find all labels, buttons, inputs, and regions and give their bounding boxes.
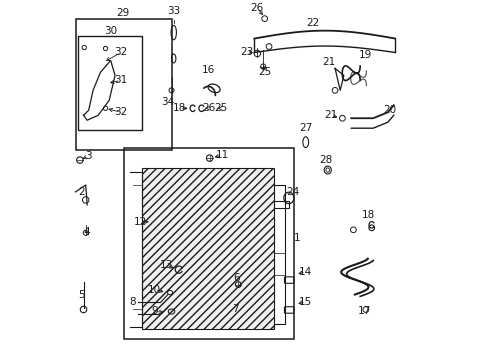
Text: 3: 3 [85,151,92,161]
Text: 34: 34 [161,97,174,107]
Text: 20: 20 [382,105,395,115]
Text: 10: 10 [148,284,161,294]
Text: 25: 25 [214,103,227,113]
Text: 6: 6 [233,273,240,283]
Text: 27: 27 [299,123,312,133]
Text: 17: 17 [357,306,370,316]
Text: 15: 15 [299,297,312,306]
Text: 25: 25 [258,67,271,77]
Text: 22: 22 [306,18,319,28]
Text: 2: 2 [78,187,84,197]
Text: 16: 16 [202,66,215,76]
Bar [78,36,142,130]
Text: 18: 18 [173,103,186,113]
Text: 12: 12 [134,217,147,227]
Text: 26: 26 [250,3,264,13]
Text: 4: 4 [84,227,90,237]
Text: 5: 5 [78,289,84,300]
Text: 32: 32 [114,107,127,117]
Text: 28: 28 [319,155,332,165]
Text: 1: 1 [293,233,300,243]
Text: 21: 21 [322,58,335,67]
Text: 29: 29 [116,8,129,18]
Text: 30: 30 [104,26,117,36]
Text: 7: 7 [231,305,238,315]
Text: 21: 21 [324,110,337,120]
Text: 19: 19 [359,50,372,60]
Bar [76,19,171,150]
Text: 8: 8 [129,297,136,306]
Bar [142,168,274,329]
Text: 32: 32 [114,48,127,58]
Text: 23: 23 [240,48,253,58]
Bar [274,202,288,208]
Text: 31: 31 [114,75,127,85]
Text: 24: 24 [285,187,299,197]
Bar [123,148,293,339]
Text: 9: 9 [151,306,158,316]
Text: 13: 13 [160,260,173,270]
Text: 18: 18 [362,210,375,220]
Text: 26: 26 [202,103,215,113]
Text: 33: 33 [167,6,180,15]
Text: 11: 11 [215,150,228,160]
Text: 14: 14 [299,267,312,276]
